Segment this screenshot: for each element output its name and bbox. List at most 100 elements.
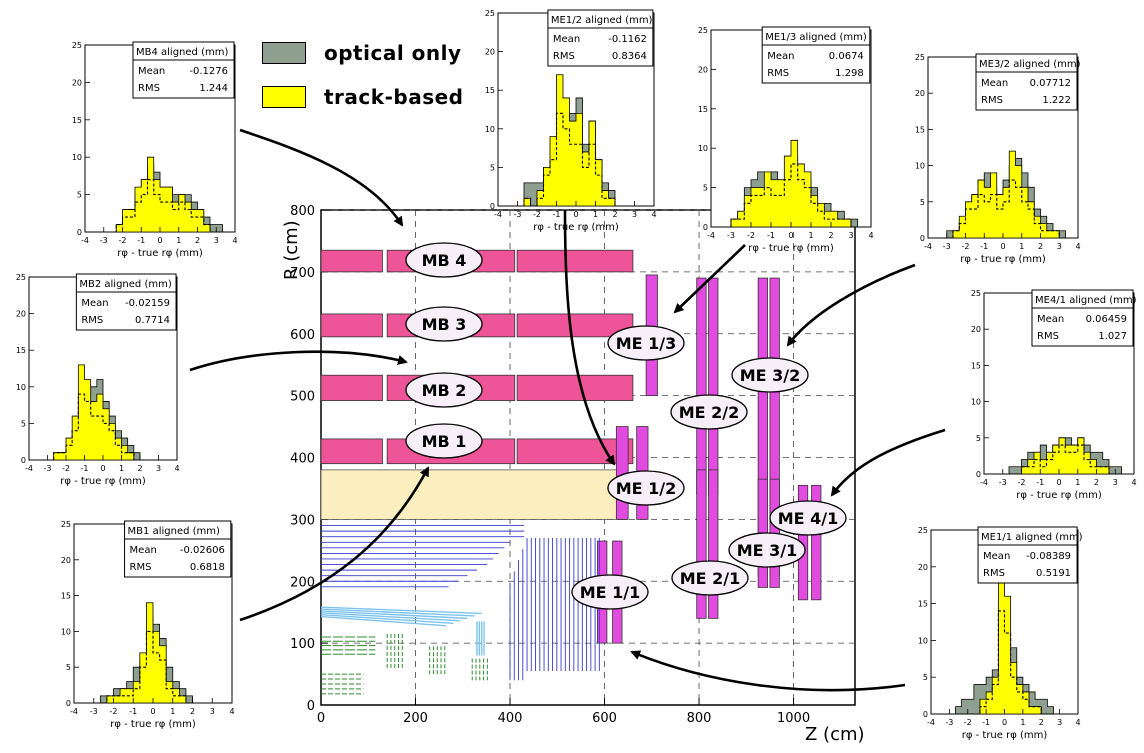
hist-x-tick-label: 2 (1039, 718, 1044, 727)
r-tick-label: 800 (290, 204, 315, 219)
hist-x-tick-label: 3 (632, 210, 637, 219)
hist-rms-value: 0.5191 (1036, 568, 1071, 579)
chamber-label-text: ME 1/3 (616, 334, 677, 353)
hist-x-tick-label: -2 (119, 236, 127, 245)
histogram-me12: 0 5 10 15 20 25 -4 -3 -2 -1 0 1 2 3 4 rφ - true rφ (mm)… (485, 9, 657, 233)
hist-y-tick-label: 5 (21, 419, 26, 428)
barrel-chamber (516, 249, 634, 273)
hist-x-tick-label: 4 (229, 707, 234, 716)
optical-swatch (262, 42, 306, 64)
hist-x-tick-label: 1 (119, 464, 124, 473)
endcap-chamber (696, 469, 707, 619)
hist-dashed-overlay (85, 179, 235, 233)
chamber-label: ME 4/1 (769, 500, 847, 536)
chamber-label-text: ME 1/2 (616, 479, 677, 498)
hist-stats-box (75, 273, 177, 331)
hist-title: ME1/2 aligned (mm) (551, 15, 653, 26)
hist-y-tick-label: 10 (72, 153, 82, 162)
pointer-arrow (786, 263, 916, 347)
hist-title: MB1 aligned (mm) (128, 526, 220, 537)
hist-y-tick-label: 25 (971, 289, 981, 298)
hist-dashed-overlay (928, 179, 1078, 239)
hist-mean-label: Mean (981, 78, 1008, 89)
hist-rms-label: RMS (130, 562, 152, 573)
hist-x-tick-label: 4 (1131, 478, 1136, 487)
hist-y-tick-label: 15 (915, 125, 925, 134)
hist-y-tick-label: 20 (918, 563, 928, 572)
hist-x-tick-label: 4 (174, 464, 179, 473)
hist-mean-label: Mean (81, 298, 108, 309)
hist-rms-label: RMS (767, 68, 789, 79)
hist-x-tick-label: 4 (651, 210, 656, 219)
histogram-me13: 0 5 10 15 20 25 -4 -3 -2 -1 0 1 2 3 4 rφ - true rφ (mm)… (698, 26, 874, 254)
chamber-label-text: MB 1 (422, 432, 467, 451)
chamber-label: ME 2/1 (671, 560, 749, 596)
hist-x-tick-label: 4 (868, 231, 873, 240)
hist-y-tick-label: 15 (485, 86, 495, 95)
hist-x-tick-label: -3 (999, 478, 1007, 487)
hist-rms-value: 1.244 (199, 83, 228, 94)
hist-y-tick-label: 20 (16, 310, 26, 319)
histogram-me41: 0 5 10 15 20 25 -4 -3 -2 -1 0 1 2 3 4 rφ - true rφ (mm)… (971, 289, 1137, 501)
hist-x-tick-label: -3 (943, 242, 951, 251)
hist-y-tick-label: 15 (72, 116, 82, 125)
hist-y-tick-label: 25 (72, 41, 82, 50)
hist-y-tick-label: 25 (485, 9, 495, 18)
hist-x-tick-label: -4 (980, 478, 988, 487)
hist-y-tick-label: 5 (77, 191, 82, 200)
hist-y-tick-label: 0 (77, 228, 82, 237)
r-tick-label: 700 (290, 266, 315, 281)
rz-diagram: 0 200 400 600 800 100001002003004005006007008… (281, 204, 865, 745)
chamber-label: ME 1/1 (571, 574, 649, 610)
hist-x-label: rφ - true rφ (mm) (60, 476, 146, 487)
histogram-mb4: 0 5 10 15 20 25 -4 -3 -2 -1 0 1 2 3 4 rφ - true rφ (mm)… (72, 41, 238, 259)
hist-stats-box (132, 41, 235, 99)
hist-x-label: rφ - true rφ (mm) (960, 254, 1046, 265)
hist-x-tick-label: 1 (1075, 478, 1080, 487)
hist-y-tick-label: 25 (918, 526, 928, 535)
hist-dashed-overlay (984, 444, 1134, 475)
hist-rms-label: RMS (1037, 331, 1059, 342)
legend-label-track: track-based (324, 85, 464, 109)
hist-mean-value: 0.07712 (1030, 78, 1071, 89)
hist-mean-label: Mean (767, 51, 794, 62)
hist-x-tick-label: -1 (81, 464, 89, 473)
r-tick-label: 300 (290, 513, 315, 528)
hist-x-tick-label: 0 (1002, 718, 1007, 727)
hist-y-tick-label: 20 (485, 48, 495, 57)
z-tick-label: 800 (687, 711, 712, 726)
pointer-arrow (189, 350, 408, 372)
barrel-chamber (320, 249, 383, 273)
hist-rms-value: 0.6818 (190, 562, 225, 573)
hist-y-tick-label: 5 (976, 434, 981, 443)
hist-x-tick-label: -2 (62, 464, 70, 473)
hist-y-tick-label: 10 (16, 383, 26, 392)
hist-x-tick-label: 2 (137, 464, 142, 473)
hist-title: ME1/3 aligned (mm) (765, 32, 867, 43)
legend-item-track: track-based (262, 84, 463, 110)
hist-rms-value: 0.8364 (612, 51, 647, 62)
hist-stats-box (547, 9, 654, 67)
hist-x-tick-label: 2 (195, 236, 200, 245)
chamber-label-text: ME 1/1 (580, 583, 641, 602)
hist-x-tick-label: 2 (612, 210, 617, 219)
endcap-chamber (708, 277, 719, 496)
barrel-chamber (320, 374, 383, 401)
hist-mean-value: 0.06459 (1086, 314, 1127, 325)
chamber-label-ellipse (670, 394, 748, 430)
z-tick-label: 600 (592, 711, 617, 726)
hist-mean-value: -0.1276 (189, 66, 228, 77)
chamber-label-text: MB 3 (422, 315, 467, 334)
tracker-pixel-layer (320, 612, 461, 622)
hist-x-label: rφ - true rφ (mm) (1016, 490, 1102, 501)
hist-y-tick-label: 20 (971, 325, 981, 334)
hist-rms-value: 0.7714 (135, 315, 170, 326)
hist-x-tick-label: 2 (828, 231, 833, 240)
chamber-label: MB 1 (405, 423, 483, 459)
track-swatch (262, 86, 306, 108)
r-tick-label: 0 (307, 699, 315, 714)
hist-mean-label: Mean (1037, 314, 1064, 325)
pointer-arrow (563, 209, 616, 466)
chamber-label-ellipse (769, 500, 847, 536)
tracker-pixel-layer (320, 615, 447, 627)
